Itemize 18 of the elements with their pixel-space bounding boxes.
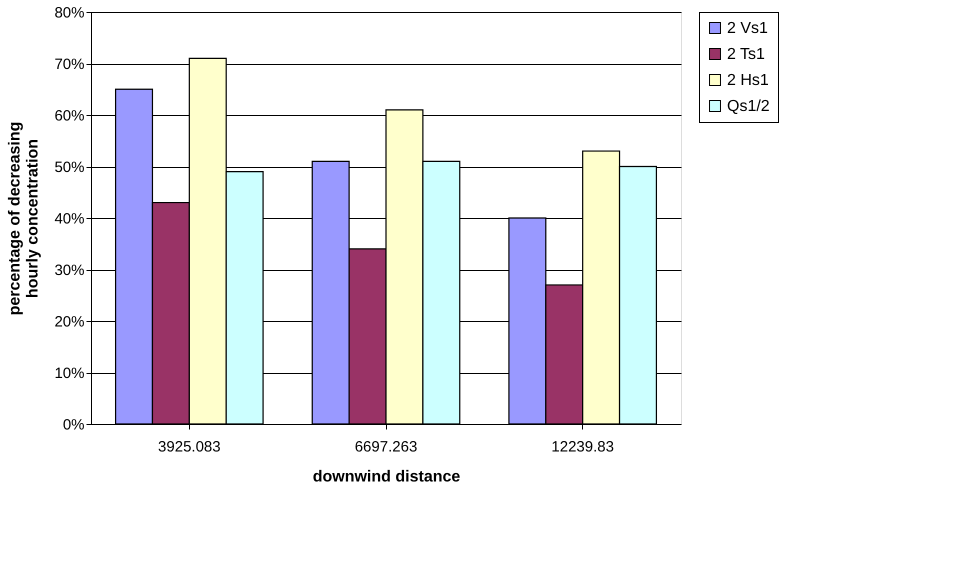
y-axis-title: percentage of decreasing hourly concentration: [6, 122, 42, 316]
y-tick-label: 10%: [54, 365, 84, 382]
y-tick-label: 0%: [62, 416, 84, 434]
legend-label: 2 Vs1: [727, 20, 768, 37]
legend-label: Qs1/2: [727, 98, 770, 115]
x-tick-label: 6697.263: [354, 438, 418, 456]
x-tick-label: 3925.083: [158, 438, 221, 456]
legend-label: 2 Ts1: [727, 46, 766, 63]
y-tick-label: 70%: [54, 56, 84, 73]
y-tick-label: 50%: [54, 159, 84, 176]
y-tick-label: 60%: [54, 108, 84, 124]
y-tick-label: 20%: [54, 314, 84, 330]
y-tick-label: 40%: [54, 210, 84, 228]
x-axis-title: downwind distance: [312, 468, 460, 486]
y-tick-label: 30%: [54, 262, 84, 279]
x-tick-label: 12239.83: [551, 438, 614, 456]
y-tick-label: 80%: [54, 4, 84, 22]
legend-label: 2 Hs1: [727, 72, 769, 89]
